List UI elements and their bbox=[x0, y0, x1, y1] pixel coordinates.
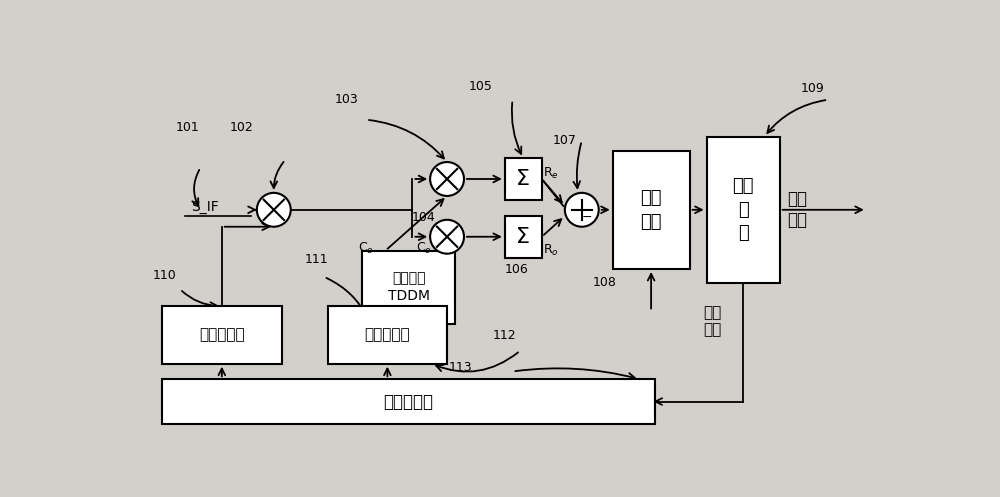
Text: 时分复用
TDDM: 时分复用 TDDM bbox=[388, 271, 430, 303]
Text: R$_o$: R$_o$ bbox=[543, 243, 559, 258]
Text: 107: 107 bbox=[553, 134, 577, 147]
Text: 113: 113 bbox=[448, 361, 472, 374]
Text: C$_o$: C$_o$ bbox=[416, 241, 432, 256]
Circle shape bbox=[565, 193, 599, 227]
Text: 101: 101 bbox=[176, 121, 199, 134]
Text: 捕获
判
决: 捕获 判 决 bbox=[732, 177, 754, 243]
Bar bbox=[362, 250, 455, 324]
Text: 109: 109 bbox=[801, 83, 825, 95]
Text: 111: 111 bbox=[304, 253, 328, 266]
Text: 捕获
成功: 捕获 成功 bbox=[787, 190, 807, 229]
Bar bbox=[505, 158, 542, 200]
Circle shape bbox=[430, 220, 464, 253]
Text: 112: 112 bbox=[493, 329, 517, 342]
Bar bbox=[162, 306, 282, 364]
Text: 载波发生器: 载波发生器 bbox=[199, 328, 245, 342]
Text: S_IF: S_IF bbox=[191, 200, 218, 214]
Text: 捕获
失败: 捕获 失败 bbox=[704, 305, 722, 337]
Bar bbox=[328, 306, 447, 364]
Text: 102: 102 bbox=[230, 121, 253, 134]
Text: 能量
计算: 能量 计算 bbox=[640, 189, 662, 231]
Text: 104: 104 bbox=[412, 211, 436, 224]
Text: 106: 106 bbox=[504, 262, 528, 275]
Text: 103: 103 bbox=[335, 93, 359, 106]
Bar bbox=[707, 137, 780, 283]
Text: 105: 105 bbox=[468, 80, 492, 93]
Bar bbox=[505, 216, 542, 257]
Bar bbox=[613, 151, 690, 269]
Text: 捕获控制器: 捕获控制器 bbox=[384, 393, 434, 411]
Text: 108: 108 bbox=[593, 276, 617, 289]
Text: R$_e$: R$_e$ bbox=[543, 166, 559, 181]
Circle shape bbox=[430, 162, 464, 196]
Text: Σ: Σ bbox=[516, 169, 530, 189]
Text: 110: 110 bbox=[153, 269, 176, 282]
Text: −: − bbox=[582, 211, 592, 224]
Text: 伪码发生器: 伪码发生器 bbox=[365, 328, 410, 342]
Text: Σ: Σ bbox=[516, 227, 530, 247]
Bar bbox=[162, 379, 655, 424]
Circle shape bbox=[257, 193, 291, 227]
Text: C$_e$: C$_e$ bbox=[358, 241, 374, 256]
